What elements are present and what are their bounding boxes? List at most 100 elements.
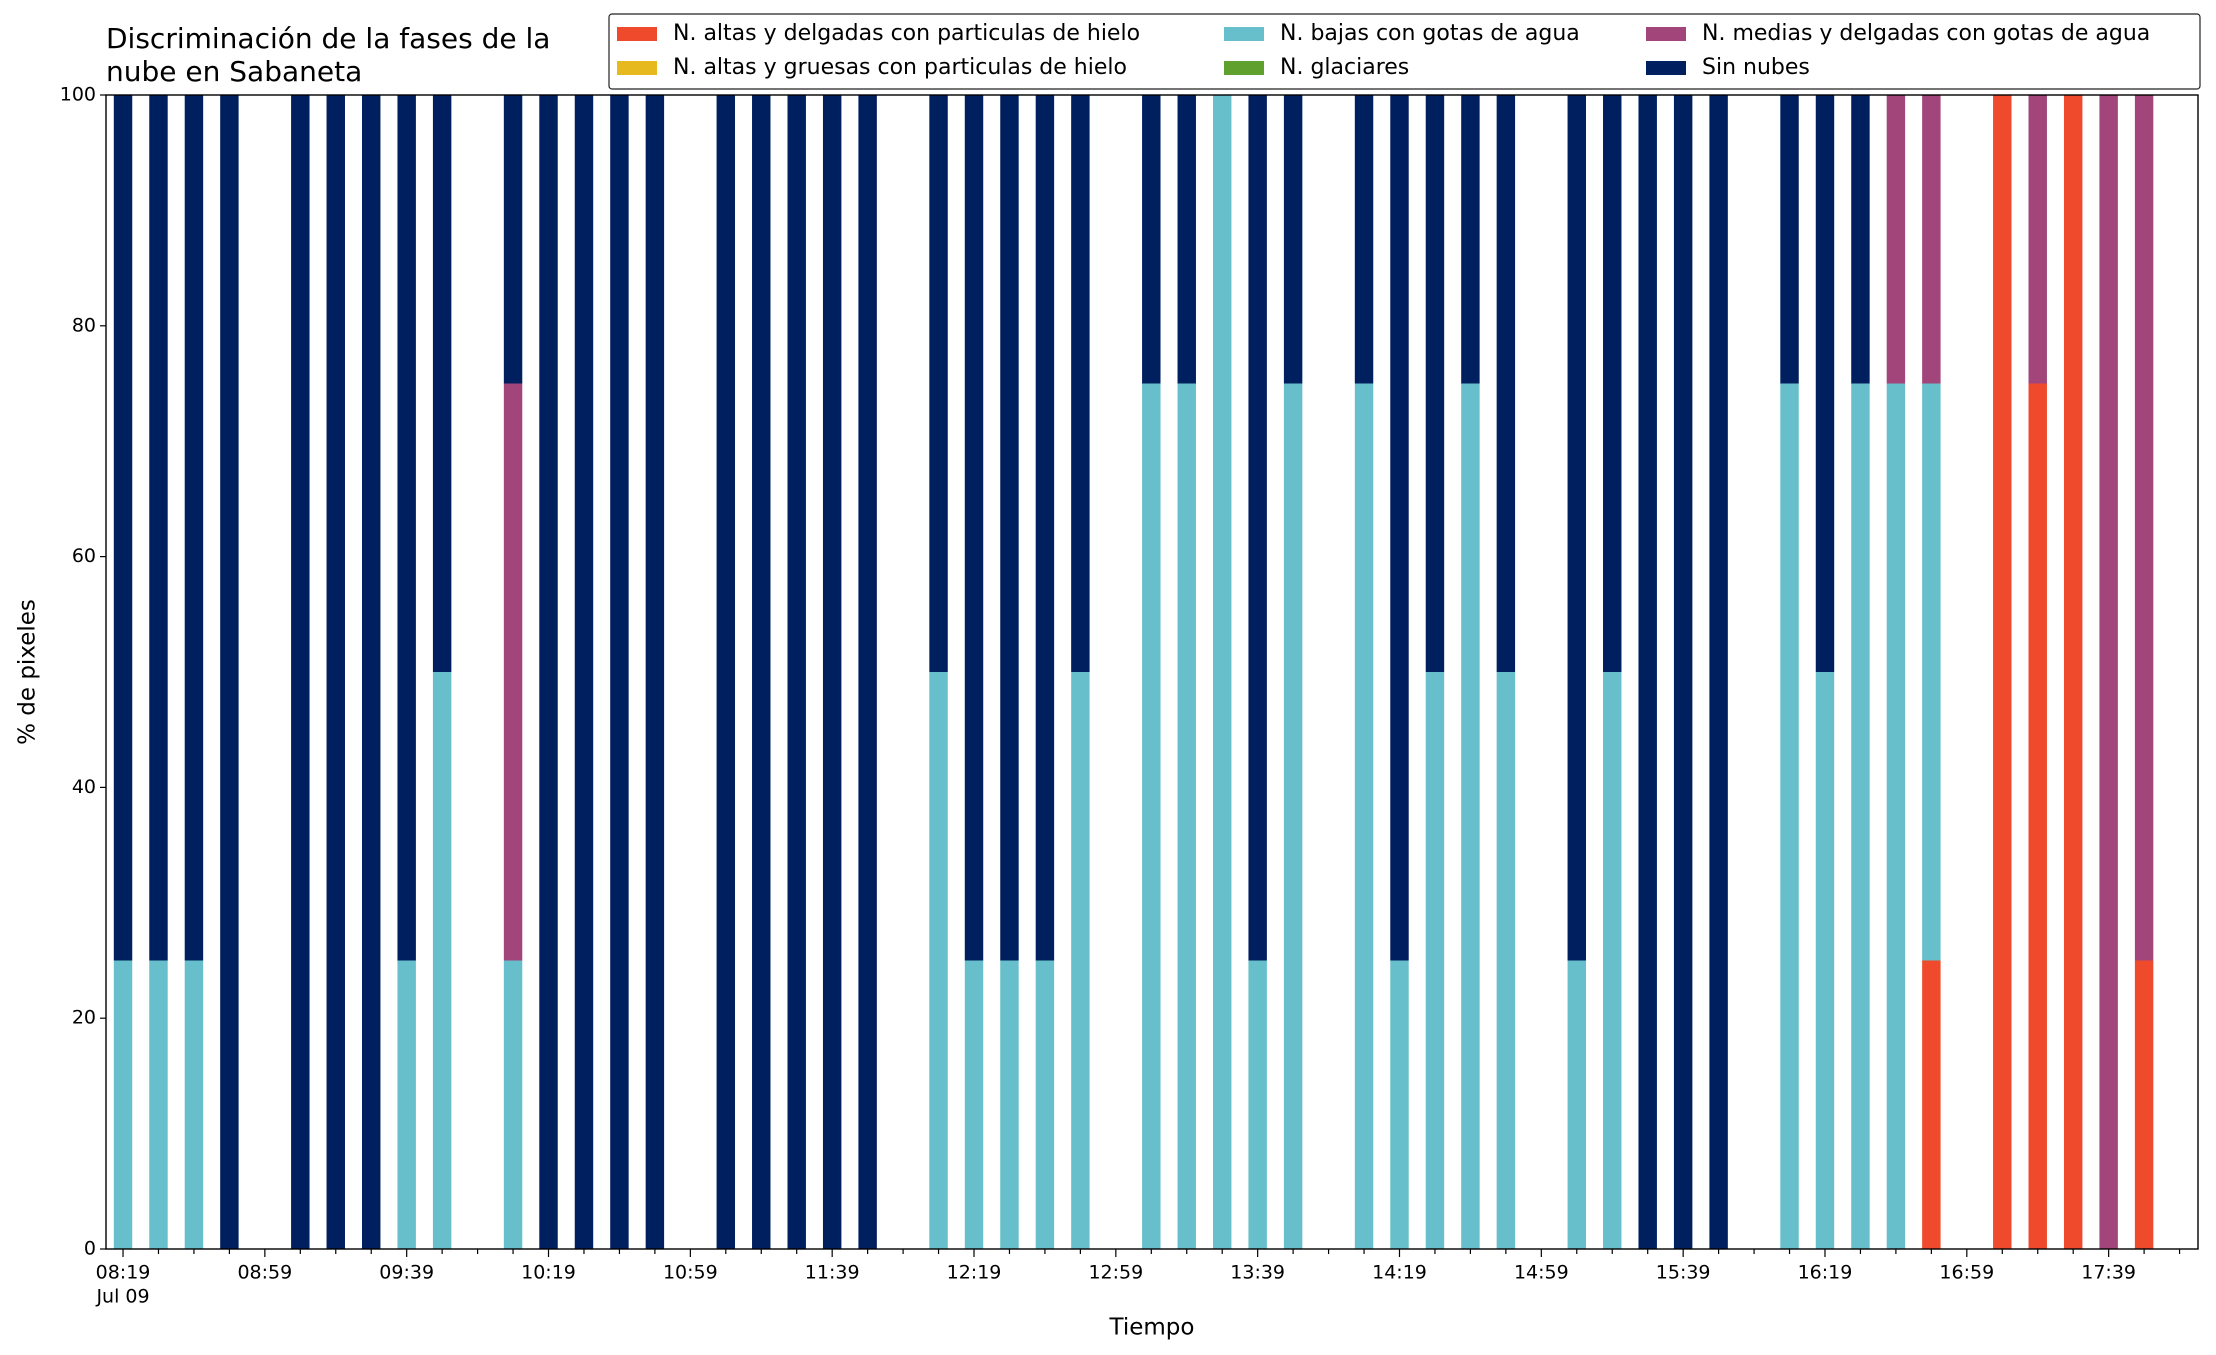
x-tick-label: 16:59	[1939, 1262, 1994, 1284]
y-tick-label: 40	[72, 776, 96, 798]
legend-label: N. altas y delgadas con particulas de hi…	[673, 21, 1140, 46]
bar-segment	[1886, 95, 1906, 384]
bar-segment	[858, 95, 877, 1249]
plot-frame	[105, 94, 2199, 1250]
bar-segment	[2134, 95, 2154, 961]
x-date-label: Jul 09	[95, 1286, 149, 1308]
bar-segment	[964, 960, 984, 1249]
bar-segment	[1283, 95, 1303, 384]
legend-label: Sin nubes	[1702, 55, 1810, 80]
legend-label: N. altas y gruesas con particulas de hie…	[673, 55, 1127, 80]
bar-segment	[1425, 95, 1445, 672]
bar-segment	[432, 95, 452, 672]
bar-segment	[1425, 672, 1445, 1249]
x-tick-label: 11:39	[805, 1262, 860, 1284]
bar-segment	[397, 95, 416, 961]
bar-segment	[929, 672, 948, 1249]
bar-segment	[1283, 383, 1303, 1249]
legend-swatch	[1646, 27, 1686, 41]
bar-segment	[1603, 672, 1622, 1249]
bar-segment	[574, 95, 594, 1249]
bar-segment	[184, 95, 204, 961]
bar-segment	[184, 960, 204, 1249]
bar-segment	[1603, 95, 1622, 672]
bar-segment	[503, 95, 523, 384]
bar-segment	[1248, 95, 1267, 961]
bar-segment	[1567, 95, 1587, 961]
bar-segment	[2028, 383, 2047, 1249]
bar-segment	[1000, 95, 1019, 961]
bar-segment	[1496, 95, 1516, 672]
x-tick-label: 13:39	[1230, 1262, 1285, 1284]
x-tick-label: 17:39	[2081, 1262, 2136, 1284]
bar-segment	[539, 95, 558, 1249]
bar-segment	[432, 672, 452, 1249]
bar-segment	[1071, 95, 1090, 672]
y-tick-label: 20	[72, 1007, 96, 1029]
bar-segment	[1815, 672, 1835, 1249]
bar-segment	[149, 95, 168, 961]
x-tick-label: 16:19	[1798, 1262, 1853, 1284]
bar-segment	[1248, 960, 1267, 1249]
legend-label: N. glaciares	[1280, 55, 1409, 80]
chart-title: Discriminación de la fases de la nube en …	[106, 22, 550, 88]
bar-segment	[1354, 383, 1374, 1249]
bar-segment	[1461, 95, 1480, 384]
legend-swatch	[617, 27, 657, 41]
bar-segment	[1851, 383, 1870, 1249]
legend-swatch	[1224, 27, 1264, 41]
bar-segment	[503, 960, 523, 1249]
x-tick-label: 09:39	[379, 1262, 434, 1284]
bar-segment	[1815, 95, 1835, 672]
bar-segment	[1142, 95, 1161, 384]
bar-segment	[397, 960, 416, 1249]
bar-segment	[149, 960, 168, 1249]
bar-segment	[113, 960, 133, 1249]
bar-segment	[1142, 383, 1161, 1249]
bar-segment	[716, 95, 736, 1249]
bar-segment	[2134, 960, 2154, 1249]
bar-segment	[1993, 95, 2012, 1249]
bar-segment	[1496, 672, 1516, 1249]
bar-segment	[1071, 672, 1090, 1249]
bar-segment	[1212, 95, 1232, 1249]
bar-segment	[362, 95, 381, 1249]
bar-segment	[1922, 383, 1941, 961]
y-tick-label: 0	[84, 1238, 96, 1260]
bar-segment	[1673, 95, 1693, 1249]
bar-segment	[1780, 383, 1799, 1249]
bar-segment	[1461, 383, 1480, 1249]
bar-segment	[1922, 95, 1941, 384]
bar-segment	[1177, 95, 1196, 384]
x-tick-label: 12:19	[947, 1262, 1002, 1284]
bar-segment	[964, 95, 984, 961]
bar-segment	[610, 95, 629, 1249]
x-axis-label: Tiempo	[1109, 1315, 1195, 1341]
x-tick-label: 08:59	[237, 1262, 292, 1284]
bar-segment	[326, 95, 345, 1249]
bar-segment	[645, 95, 665, 1249]
legend-label: N. medias y delgadas con gotas de agua	[1702, 21, 2150, 46]
bar-segment	[1035, 95, 1055, 961]
bar-segment	[1177, 383, 1196, 1249]
bar-segment	[1922, 960, 1941, 1249]
legend-label: N. bajas con gotas de agua	[1280, 21, 1580, 46]
y-tick-label: 80	[72, 314, 96, 336]
bar-segment	[1567, 960, 1587, 1249]
bar-segment	[1886, 383, 1906, 1249]
bar-segment	[220, 95, 239, 1249]
x-tick-label: 10:59	[663, 1262, 718, 1284]
bar-segment	[113, 95, 133, 961]
bar-segment	[929, 95, 948, 672]
x-tick-label: 12:59	[1088, 1262, 1143, 1284]
x-tick-label: 14:19	[1372, 1262, 1427, 1284]
x-tick-label: 10:19	[521, 1262, 576, 1284]
x-tick-label: 14:59	[1514, 1262, 1569, 1284]
bar-segment	[1709, 95, 1728, 1249]
y-tick-label: 100	[60, 84, 96, 106]
legend-swatch	[1646, 61, 1686, 75]
bar-segment	[1780, 95, 1799, 384]
x-tick-label: 15:39	[1656, 1262, 1711, 1284]
legend: N. altas y delgadas con particulas de hi…	[608, 13, 2201, 90]
